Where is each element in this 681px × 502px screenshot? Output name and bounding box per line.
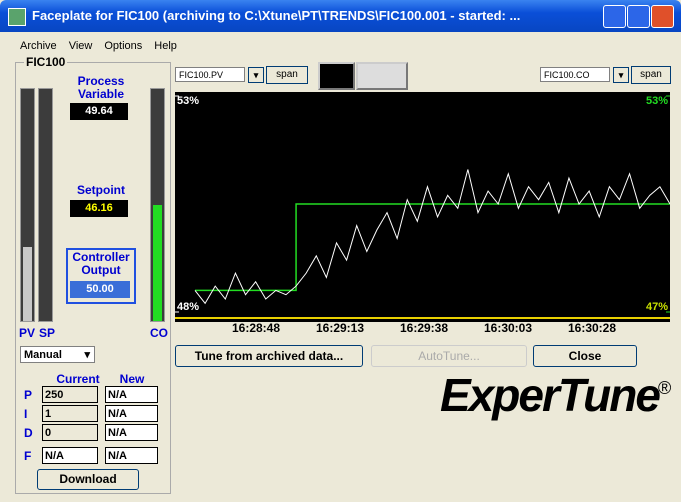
time-label: 16:28:48 — [231, 321, 281, 335]
dropdown-arrow[interactable]: ▾ — [248, 67, 264, 83]
bar-label: CO — [150, 326, 168, 340]
param-label: I — [24, 407, 28, 421]
new-value[interactable]: N/A — [105, 405, 158, 422]
dropdown-arrow[interactable]: ▾ — [613, 67, 629, 83]
label-line: Controller — [72, 250, 130, 264]
menu-item[interactable]: Archive — [20, 40, 57, 52]
new-value[interactable]: N/A — [105, 386, 158, 403]
tag: FIC100.PV — [179, 70, 224, 80]
panel-tag: FIC100 — [24, 55, 68, 69]
close-window-button[interactable] — [651, 5, 674, 28]
pv-trace — [194, 169, 670, 305]
label-line: Output — [81, 263, 121, 277]
left-tag-select[interactable]: FIC100.PV — [175, 67, 245, 82]
close-button[interactable]: Close — [533, 345, 637, 367]
time-label: 16:29:13 — [315, 321, 365, 335]
time-label: 16:30:28 — [567, 321, 617, 335]
window-title: Faceplate for FIC100 (archiving to C:\Xt… — [32, 8, 521, 23]
label-line: Variable — [77, 87, 125, 101]
tape-icon[interactable] — [356, 62, 408, 90]
time-label: 16:30:03 — [483, 321, 533, 335]
menu-item[interactable]: Options — [104, 40, 143, 52]
tag: FIC100.CO — [544, 70, 590, 80]
title-bar: Faceplate for FIC100 (archiving to C:\Xt… — [0, 0, 681, 32]
panel-frame — [15, 62, 171, 494]
right-tag-select[interactable]: FIC100.CO — [540, 67, 610, 82]
y2-tick-label: 53% — [646, 95, 668, 107]
current-value[interactable]: N/A — [42, 447, 98, 464]
param-label: F — [24, 449, 32, 463]
y-tick-label: 53% — [177, 95, 199, 107]
menu-bar: Archive View Options Help — [20, 40, 189, 52]
current-value[interactable]: 1 — [42, 405, 98, 422]
autotune-button: AutoTune... — [371, 345, 527, 367]
pv-label: Process Variable — [66, 75, 136, 101]
co-frame — [66, 248, 136, 304]
co-value[interactable]: 50.00 — [70, 281, 130, 298]
current-value[interactable]: 250 — [42, 386, 98, 403]
logo: ExperTune — [440, 369, 661, 421]
pv-bar-fill — [23, 247, 32, 321]
current-value[interactable]: 0 — [42, 424, 98, 441]
tune-button[interactable]: Tune from archived data... — [175, 345, 363, 367]
y-tick-label: 48% — [177, 301, 199, 313]
trend-plot: 53% 48% 53% 47% — [175, 92, 670, 322]
span-button[interactable]: span — [266, 66, 308, 84]
time-label: 16:29:38 — [399, 321, 449, 335]
sp-value: 46.16 — [70, 200, 128, 217]
minimize-button[interactable] — [603, 5, 626, 28]
param-label: P — [24, 388, 33, 402]
menu-item[interactable]: Help — [154, 40, 177, 52]
y2-tick-label: 47% — [646, 301, 668, 313]
sp-label: Setpoint — [77, 183, 125, 197]
column-header: New — [119, 372, 145, 386]
plot-background — [175, 92, 670, 322]
mode-select[interactable]: Manual ▾ — [20, 346, 95, 363]
bar-label: PV — [19, 326, 36, 340]
param-label: D — [24, 426, 33, 440]
co-bar-fill — [153, 205, 162, 321]
download-button[interactable]: Download — [37, 469, 139, 490]
label-line: Process — [77, 74, 125, 88]
span-button[interactable]: span — [631, 66, 671, 84]
sp-bar — [38, 88, 53, 322]
bar-label: SP — [39, 326, 56, 340]
pv-value: 49.64 — [70, 103, 128, 120]
maximize-button[interactable] — [627, 5, 650, 28]
trend-icon[interactable] — [318, 62, 355, 90]
new-value[interactable]: N/A — [105, 447, 158, 464]
co-label: Controller Output — [66, 251, 136, 277]
menu-item[interactable]: View — [68, 40, 93, 52]
column-header: Current — [56, 372, 100, 386]
mode-value: Manual — [24, 349, 62, 361]
app-icon — [8, 8, 26, 26]
new-value[interactable]: N/A — [105, 424, 158, 441]
logo-mark: ® — [658, 378, 672, 398]
